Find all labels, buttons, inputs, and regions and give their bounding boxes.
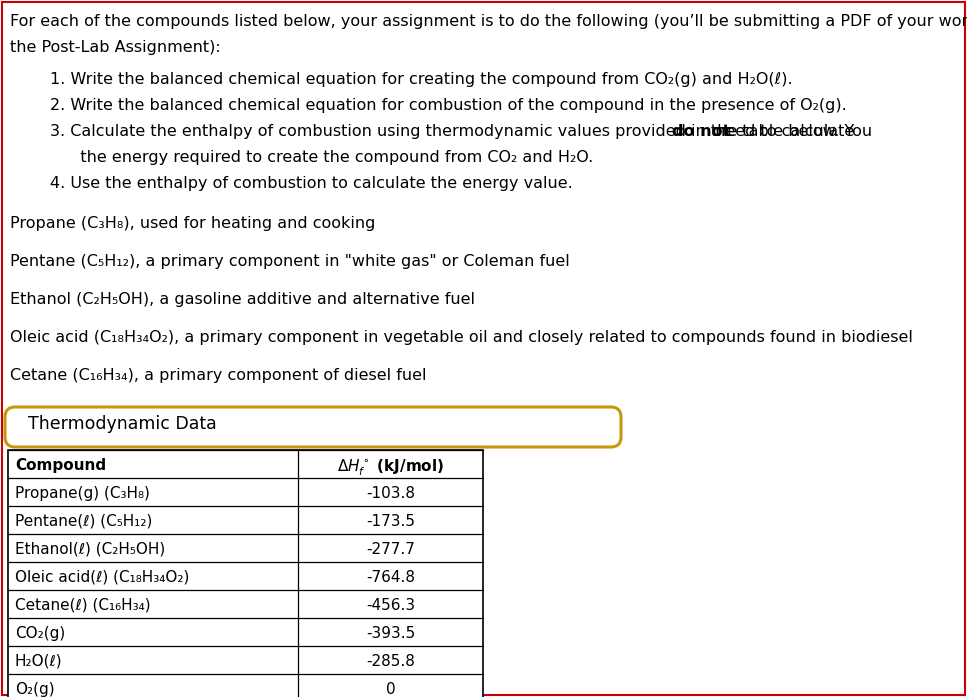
Text: Compound: Compound — [15, 458, 106, 473]
Text: O₂(g): O₂(g) — [15, 682, 54, 697]
Text: 1. Write the balanced chemical equation for creating the compound from CO₂(g) an: 1. Write the balanced chemical equation … — [50, 72, 793, 87]
Text: -277.7: -277.7 — [366, 542, 415, 557]
Text: -103.8: -103.8 — [366, 486, 415, 501]
Text: the energy required to create the compound from CO₂ and H₂O.: the energy required to create the compou… — [65, 150, 593, 165]
Text: Cetane(ℓ) (C₁₆H₃₄): Cetane(ℓ) (C₁₆H₃₄) — [15, 598, 151, 613]
Text: For each of the compounds listed below, your assignment is to do the following (: For each of the compounds listed below, … — [10, 14, 967, 29]
Text: -393.5: -393.5 — [366, 626, 415, 641]
Text: -285.8: -285.8 — [366, 654, 415, 669]
Text: $\Delta H^\circ_f$ (kJ/mol): $\Delta H^\circ_f$ (kJ/mol) — [337, 458, 444, 478]
Text: 4. Use the enthalpy of combustion to calculate the energy value.: 4. Use the enthalpy of combustion to cal… — [50, 176, 572, 191]
Text: Propane(g) (C₃H₈): Propane(g) (C₃H₈) — [15, 486, 150, 501]
Text: -456.3: -456.3 — [366, 598, 415, 613]
Text: 2. Write the balanced chemical equation for combustion of the compound in the pr: 2. Write the balanced chemical equation … — [50, 98, 847, 113]
Text: Oleic acid(ℓ) (C₁₈H₃₄O₂): Oleic acid(ℓ) (C₁₈H₃₄O₂) — [15, 570, 190, 585]
Text: H₂O(ℓ): H₂O(ℓ) — [15, 654, 63, 669]
Text: -764.8: -764.8 — [366, 570, 415, 585]
Text: Thermodynamic Data: Thermodynamic Data — [28, 415, 217, 433]
Text: do not: do not — [672, 124, 730, 139]
Text: need to calculate: need to calculate — [710, 124, 854, 139]
Text: -173.5: -173.5 — [366, 514, 415, 529]
Text: the Post-Lab Assignment):: the Post-Lab Assignment): — [10, 40, 220, 55]
Text: Ethanol (C₂H₅OH), a gasoline additive and alternative fuel: Ethanol (C₂H₅OH), a gasoline additive an… — [10, 292, 475, 307]
Text: Propane (C₃H₈), used for heating and cooking: Propane (C₃H₈), used for heating and coo… — [10, 216, 375, 231]
Text: Pentane(ℓ) (C₅H₁₂): Pentane(ℓ) (C₅H₁₂) — [15, 514, 153, 529]
Text: 0: 0 — [386, 682, 396, 697]
FancyBboxPatch shape — [5, 407, 621, 447]
Text: CO₂(g): CO₂(g) — [15, 626, 65, 641]
Text: Cetane (C₁₆H₃₄), a primary component of diesel fuel: Cetane (C₁₆H₃₄), a primary component of … — [10, 368, 426, 383]
Text: Pentane (C₅H₁₂), a primary component in "white gas" or Coleman fuel: Pentane (C₅H₁₂), a primary component in … — [10, 254, 570, 269]
Text: 3. Calculate the enthalpy of combustion using thermodynamic values provided in t: 3. Calculate the enthalpy of combustion … — [50, 124, 877, 139]
Bar — [8, 450, 483, 697]
Text: Ethanol(ℓ) (C₂H₅OH): Ethanol(ℓ) (C₂H₅OH) — [15, 542, 165, 557]
Text: Oleic acid (C₁₈H₃₄O₂), a primary component in vegetable oil and closely related : Oleic acid (C₁₈H₃₄O₂), a primary compone… — [10, 330, 913, 345]
